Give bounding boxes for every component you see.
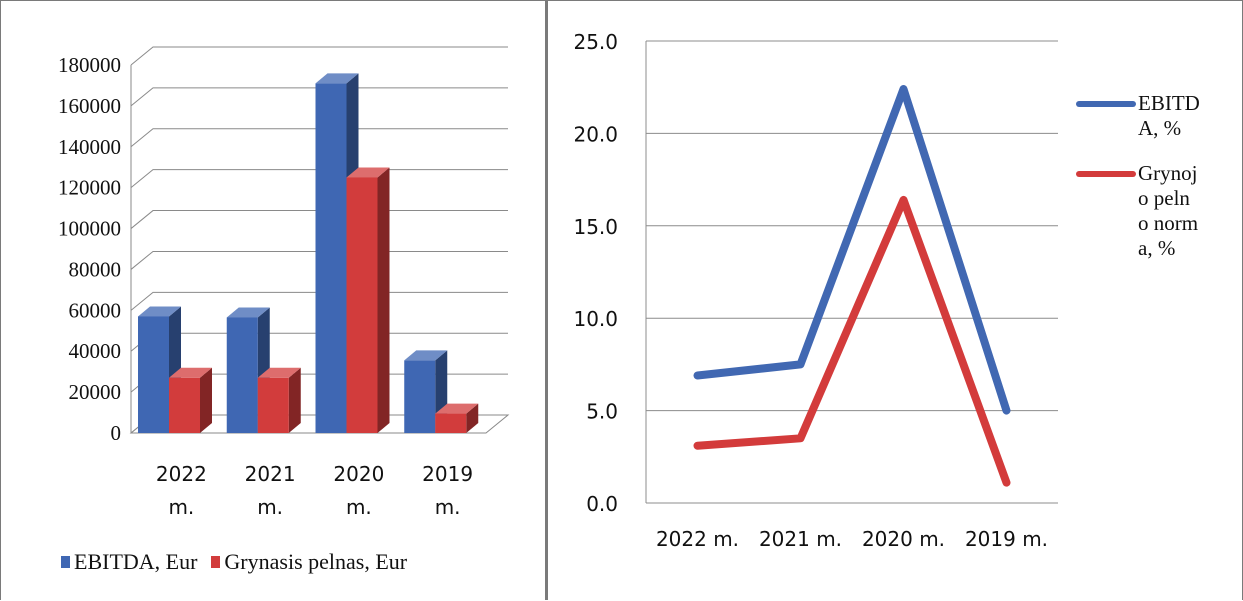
- legend-swatch-ebitda-pct: [1076, 101, 1136, 107]
- x-tick-label-line: 2020: [333, 462, 384, 486]
- y-tick-label: 20000: [69, 380, 122, 404]
- bar-grynasis-pelnas-eur-2021-m-top: [257, 367, 301, 378]
- bar-ebitda-eur-2020-m-front: [315, 83, 347, 434]
- y-tick-label: 40000: [69, 339, 122, 363]
- gridline: [130, 46, 508, 66]
- bar-chart-panel: 0 20000 40000 60000 80000 100000 120000 140000 1…: [0, 0, 546, 600]
- legend-label-ebitda-eur: EBITDA, Eur: [74, 549, 198, 574]
- bar-grynasis-pelnas-eur-2021-m: [257, 367, 301, 433]
- x-tick-label-line: m.: [168, 495, 194, 519]
- bar-grynasis-pelnas-eur-2022-m-top: [169, 367, 212, 378]
- y-tick-label: 180000: [58, 53, 121, 77]
- bar-grynasis-pelnas-eur-2019-m-front: [435, 413, 467, 433]
- legend-swatch-ebitda-eur: [61, 556, 70, 568]
- gridlines: [646, 40, 1058, 504]
- bar-ebitda-eur-2022-m-top: [138, 306, 181, 317]
- y-tick-label: 25.0: [573, 30, 618, 54]
- bar-grynasis-pelnas-eur-2020-m-front: [346, 177, 378, 433]
- x-tick-label: 2019 m.: [965, 527, 1048, 551]
- gridline: [130, 87, 508, 107]
- y-tick-label: 100000: [58, 217, 121, 241]
- bar-grynasis-pelnas-eur-2019-m-side: [466, 403, 479, 433]
- y-tick-label: 15.0: [573, 215, 618, 239]
- legend-swatch-net-margin-pct: [1076, 171, 1136, 177]
- x-tick-label-line: m.: [346, 495, 372, 519]
- y-tick-label: 5.0: [586, 400, 618, 424]
- line-chart: 0.0 5.0 10.0 15.0 20.0 25.0 2022 m. 2021 m. 2020…: [573, 30, 1058, 551]
- bar-grynasis-pelnas-eur-2019-m-top: [435, 403, 479, 414]
- legend-label-net-profit-eur: Grynasis pelnas, Eur: [224, 549, 408, 574]
- gridline: [130, 210, 508, 229]
- bar-grynasis-pelnas-eur-2019-m: [435, 403, 479, 433]
- bar-grynasis-pelnas-eur-2020-m-side: [377, 167, 390, 433]
- series-line-ebitda: [693, 85, 1011, 415]
- y-tick-label: 10.0: [573, 307, 618, 331]
- bar-grynasis-pelnas-eur-2020-m-top: [346, 167, 390, 178]
- series-line-grynojo-pelno-norma: [693, 195, 1011, 487]
- x-tick-label: 2020 m.: [333, 462, 384, 519]
- line-chart-legend: EBITDA, % Grynojo pelno norma, %: [1076, 91, 1240, 281]
- legend-item-net-profit-eur: Grynasis pelnas, Eur: [211, 549, 407, 575]
- bar-grynasis-pelnas-eur-2020-m: [346, 167, 390, 433]
- bar-ebitda-eur-2019-m-front: [404, 360, 436, 433]
- x-tick-label: 2019 m.: [422, 462, 473, 519]
- y-tick-label: 20.0: [573, 122, 618, 146]
- x-tick-label-line: m.: [435, 495, 461, 519]
- y-tick-label: 120000: [58, 176, 121, 200]
- bar-ebitda-eur-2019-m-top: [404, 350, 448, 361]
- gridline: [130, 128, 508, 148]
- bar-grynasis-pelnas-eur-2022-m-front: [169, 377, 200, 433]
- y-tick-label: 60000: [69, 298, 122, 322]
- y-tick-label: 160000: [58, 94, 121, 118]
- gridline: [130, 169, 508, 189]
- x-tick-label-line: 2021: [245, 462, 296, 486]
- bar-grynasis-pelnas-eur-2022-m-side: [200, 367, 212, 433]
- legend-swatch-net-profit-eur: [211, 556, 221, 568]
- legend-item-net-margin-pct: Grynojo pelno norma, %: [1076, 161, 1240, 261]
- x-tick-label: 2020 m.: [862, 527, 945, 551]
- bar-ebitda-eur-2022-m-front: [138, 316, 169, 433]
- bar-chart-legend: EBITDA, Eur Grynasis pelnas, Eur: [61, 549, 407, 575]
- bar-grynasis-pelnas-eur-2021-m-front: [257, 377, 289, 433]
- legend-item-ebitda-pct: EBITDA, %: [1076, 91, 1240, 141]
- x-tick-label: 2021 m.: [759, 527, 842, 551]
- x-tick-label-line: m.: [257, 495, 283, 519]
- line-chart-panel: 0.0 5.0 10.0 15.0 20.0 25.0 2022 m. 2021 m. 2020…: [546, 0, 1243, 600]
- y-tick-label: 80000: [69, 257, 122, 281]
- bar-ebitda-eur-2021-m-front: [226, 317, 258, 433]
- bar-ebitda-eur-2021-m-top: [226, 307, 270, 318]
- gridline: [130, 291, 508, 311]
- bar-grynasis-pelnas-eur-2022-m: [169, 367, 212, 433]
- x-tick-label: 2022 m.: [156, 462, 207, 519]
- y-tick-label: 140000: [58, 135, 121, 159]
- legend-item-ebitda-eur: EBITDA, Eur: [61, 549, 197, 575]
- y-tick-label: 0: [111, 421, 122, 445]
- legend-label-ebitda-pct: EBITDA, %: [1138, 91, 1200, 140]
- bar-chart: 0 20000 40000 60000 80000 100000 120000 140000 1…: [58, 46, 510, 519]
- x-tick-label: 2022 m.: [656, 527, 739, 551]
- x-tick-label-line: 2019: [422, 462, 473, 486]
- y-tick-label: 0.0: [586, 492, 618, 516]
- bars: [138, 73, 479, 434]
- bar-grynasis-pelnas-eur-2021-m-side: [288, 367, 301, 433]
- x-tick-label: 2021 m.: [245, 462, 296, 519]
- x-tick-label-line: 2022: [156, 462, 207, 486]
- bar-ebitda-eur-2020-m-top: [315, 73, 359, 84]
- legend-label-net-margin-pct: Grynojo pelno norma, %: [1138, 161, 1199, 260]
- gridline: [130, 250, 508, 270]
